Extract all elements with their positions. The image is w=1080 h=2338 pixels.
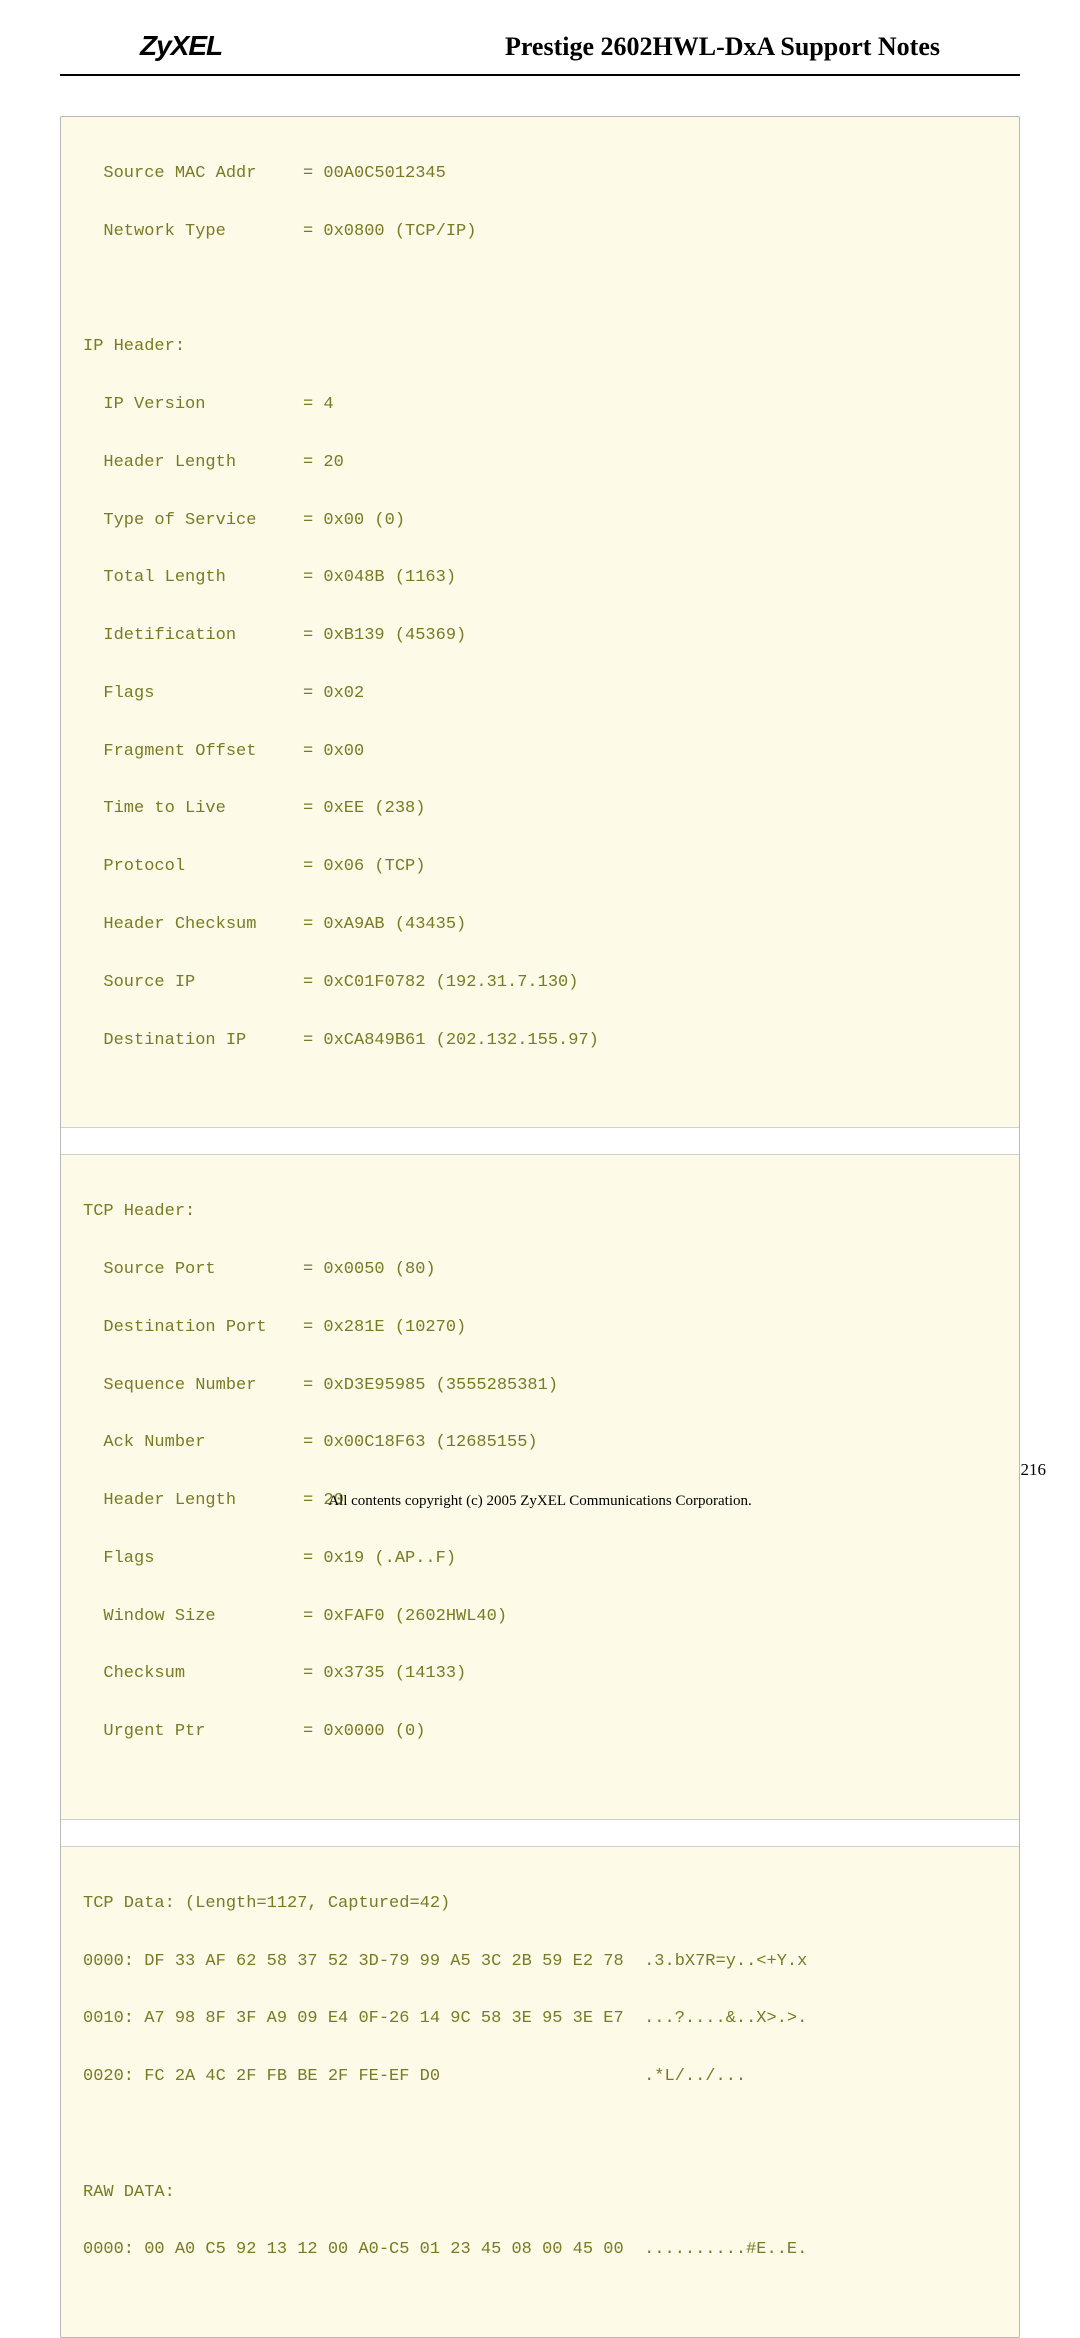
- field-value: = 20: [303, 449, 344, 478]
- data-line: 0000: 00 A0 C5 92 13 12 00 A0-C5 01 23 4…: [83, 2236, 997, 2265]
- section-header: RAW DATA:: [83, 2179, 997, 2208]
- field-label: Destination Port: [83, 1314, 303, 1343]
- page-title: Prestige 2602HWL-DxA Support Notes: [505, 32, 940, 62]
- field-label: Total Length: [83, 564, 303, 593]
- page-header: ZyXEL Prestige 2602HWL-DxA Support Notes: [60, 0, 1020, 76]
- field-label: Destination IP: [83, 1027, 303, 1056]
- field-value: = 0x0000 (0): [303, 1718, 425, 1747]
- field-label: Header Checksum: [83, 911, 303, 940]
- field-label: IP Version: [83, 391, 303, 420]
- field-label: Flags: [83, 680, 303, 709]
- field-value: = 0xC01F0782 (192.31.7.130): [303, 969, 578, 998]
- field-label: Window Size: [83, 1603, 303, 1632]
- blank-line: [83, 2121, 997, 2150]
- field-label: Network Type: [83, 218, 303, 247]
- block3: TCP Data: (Length=1127, Captured=42) 000…: [61, 1847, 1019, 2337]
- field-label: Urgent Ptr: [83, 1718, 303, 1747]
- zyxel-logo: ZyXEL: [140, 30, 222, 62]
- separator: [61, 1127, 1019, 1155]
- field-value: = 0x0800 (TCP/IP): [303, 218, 476, 247]
- field-value: = 0x06 (TCP): [303, 853, 425, 882]
- block2: TCP Header: Source Port= 0x0050 (80) Des…: [61, 1155, 1019, 1819]
- field-value: = 4: [303, 391, 334, 420]
- field-label: Type of Service: [83, 507, 303, 536]
- field-label: Protocol: [83, 853, 303, 882]
- field-label: Source Port: [83, 1256, 303, 1285]
- field-label: Header Length: [83, 449, 303, 478]
- data-line: TCP Data: (Length=1127, Captured=42): [83, 1890, 997, 1919]
- field-value: = 0x00: [303, 738, 364, 767]
- field-label: Flags: [83, 1545, 303, 1574]
- field-label: Source IP: [83, 969, 303, 998]
- field-value: = 0xD3E95985 (3555285381): [303, 1372, 558, 1401]
- field-label: Sequence Number: [83, 1372, 303, 1401]
- field-value: = 0xCA849B61 (202.132.155.97): [303, 1027, 599, 1056]
- page-number: 216: [1021, 1460, 1047, 1480]
- blank-line: [83, 275, 997, 304]
- data-line: 0010: A7 98 8F 3F A9 09 E4 0F-26 14 9C 5…: [83, 2005, 997, 2034]
- block1: Source MAC Addr= 00A0C5012345 Network Ty…: [61, 117, 1019, 1127]
- field-value: = 0xA9AB (43435): [303, 911, 466, 940]
- field-value: = 0x048B (1163): [303, 564, 456, 593]
- field-value: = 0x02: [303, 680, 364, 709]
- field-label: Idetification: [83, 622, 303, 651]
- field-value: = 0x19 (.AP..F): [303, 1545, 456, 1574]
- field-label: Source MAC Addr: [83, 160, 303, 189]
- section-header: IP Header:: [83, 333, 997, 362]
- data-line: 0020: FC 2A 4C 2F FB BE 2F FE-EF D0 .*L/…: [83, 2063, 997, 2092]
- data-line: 0000: DF 33 AF 62 58 37 52 3D-79 99 A5 3…: [83, 1948, 997, 1977]
- field-label: Ack Number: [83, 1429, 303, 1458]
- packet-dump-box: Source MAC Addr= 00A0C5012345 Network Ty…: [60, 116, 1020, 2338]
- field-value: = 0xB139 (45369): [303, 622, 466, 651]
- field-value: = 0x0050 (80): [303, 1256, 436, 1285]
- field-value: = 0x281E (10270): [303, 1314, 466, 1343]
- field-value: = 0x3735 (14133): [303, 1660, 466, 1689]
- field-value: = 0x00 (0): [303, 507, 405, 536]
- field-value: = 0xEE (238): [303, 795, 425, 824]
- copyright-footer: All contents copyright (c) 2005 ZyXEL Co…: [0, 1493, 1080, 1510]
- field-label: Fragment Offset: [83, 738, 303, 767]
- section-header: TCP Header:: [83, 1198, 997, 1227]
- field-label: Checksum: [83, 1660, 303, 1689]
- field-value: = 0xFAF0 (2602HWL40): [303, 1603, 507, 1632]
- field-label: Time to Live: [83, 795, 303, 824]
- field-value: = 00A0C5012345: [303, 160, 446, 189]
- separator: [61, 1819, 1019, 1847]
- field-value: = 0x00C18F63 (12685155): [303, 1429, 538, 1458]
